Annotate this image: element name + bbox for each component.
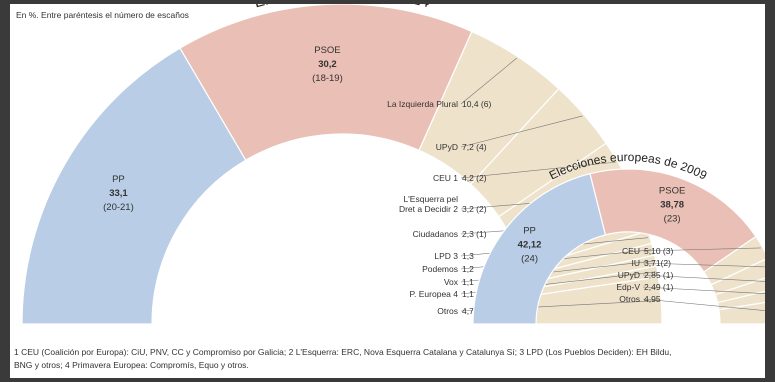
chart-2014-value-podemos: 1,2 [462,264,474,274]
chart-2014-label-pp-party: PP [112,174,125,185]
chart-2014-label-psoe-value: 30,2 [318,59,337,70]
chart-2009-name-otros: Otros [619,294,640,304]
chart-2009-leader-iu [642,262,765,268]
chart-2009-leader-ceu [642,247,761,252]
chart-2009-slice-otros [718,301,765,325]
chart-2014-slice-psoe [179,4,473,161]
chart-2014-name-lpd: LPD 3 [434,251,458,261]
chart-2014-name-p-europea: P. Europea 4 [409,289,458,299]
chart-2014-name-ceu: CEU 1 [433,173,458,183]
chart-2014-name-otros: Otros [437,306,458,316]
header-note: En %. Entre paréntesis el número de esca… [16,10,189,20]
chart-2009-name-iu: IU [632,258,641,268]
chart-2009-label-psoe-seats: (23) [664,213,681,224]
chart-2014-label-psoe-party: PSOE [314,45,340,56]
chart-2009-value-otros: 4,95 [644,294,661,304]
chart-2014-name-upyd: UPyD [436,142,458,152]
chart-2009-leader-otros [642,298,765,311]
chart-2014-label-pp-value: 33,1 [109,188,128,199]
chart-2009-label-psoe-party: PSOE [659,185,685,196]
chart-2009-label-pp-party: PP [523,225,536,236]
chart-2014-leader-la-izquierda-plural [460,57,517,105]
chart-2009-name-upyd: UPyD [618,270,640,280]
chart-2014-value-otros: 4,7 [462,306,474,316]
chart-2014-leader-upyd [460,115,583,148]
chart-2009-value-edp-v: 2,49 (1) [644,282,673,292]
chart-2009-leader-upyd [642,274,765,282]
chart-2009-value-upyd: 2,85 (1) [644,270,673,280]
chart-2009-leader-edp-v [642,286,765,294]
chart-2014-value-p-europea: 1,1 [462,289,474,299]
chart-2009-value-iu: 3,71(2) [644,258,671,268]
chart-2014-value-upyd: 7,2 (4) [462,142,487,152]
chart-2009-name-edp-v: Edp-V [616,282,640,292]
chart-2009-label-pp-value: 42,12 [518,239,542,250]
chart-2014-value-ceu: 4,2 (2) [462,173,487,183]
chart-2014-value-ciudadanos: 2,3 (1) [462,229,487,239]
chart-2009-label-psoe-value: 38,78 [660,199,684,210]
chart-2014-value-l-esquerra-pel-dret-a-decidir: 3,2 (2) [462,204,487,214]
chart-2014-name-l-esquerra-pel-dret-a-decidir-1: L'Esquerra pel [403,194,458,204]
footnote-line-2: BNG y otros; 4 Primavera Europea: Compro… [14,360,249,370]
chart-2014-name-podemos: Podemos [422,264,458,274]
chart-2014-value-la-izquierda-plural: 10,4 (6) [462,99,491,109]
chart-2014-name-l-esquerra-pel-dret-a-decidir-2: Dret a Decidir 2 [399,204,458,214]
chart-2009-name-ceu: CEU [622,246,640,256]
chart-2014-name-ciudadanos: Ciudadanos [413,229,458,239]
charts-svg: PP 33,1 (20-21) PSOE 30,2 (18-19) La Izquierda… [21,4,765,325]
chart-2014-slice-pp [21,47,247,325]
chart-2014-leader-ceu [460,161,616,179]
chart-2014-value-vox: 1,1 [462,277,474,287]
footnote-line-1: 1 CEU (Coalición por Europa): CiU, PNV, … [14,347,672,357]
chart-2014-name-la-izquierda-plural: La Izquierda Plural [387,99,458,109]
chart-2014-value-lpd: 1,3 [462,251,474,261]
chart-2014-label-pp-seats: (20-21) [103,202,134,213]
chart-2014-name-vox: Vox [444,277,459,287]
chart-2009-value-ceu: 5,10 (3) [644,246,673,256]
chart-panel: En %. Entre paréntesis el número de esca… [10,4,765,378]
chart-2014-label-psoe-seats: (18-19) [312,73,343,84]
chart-2009-label-pp-seats: (24) [521,253,538,264]
